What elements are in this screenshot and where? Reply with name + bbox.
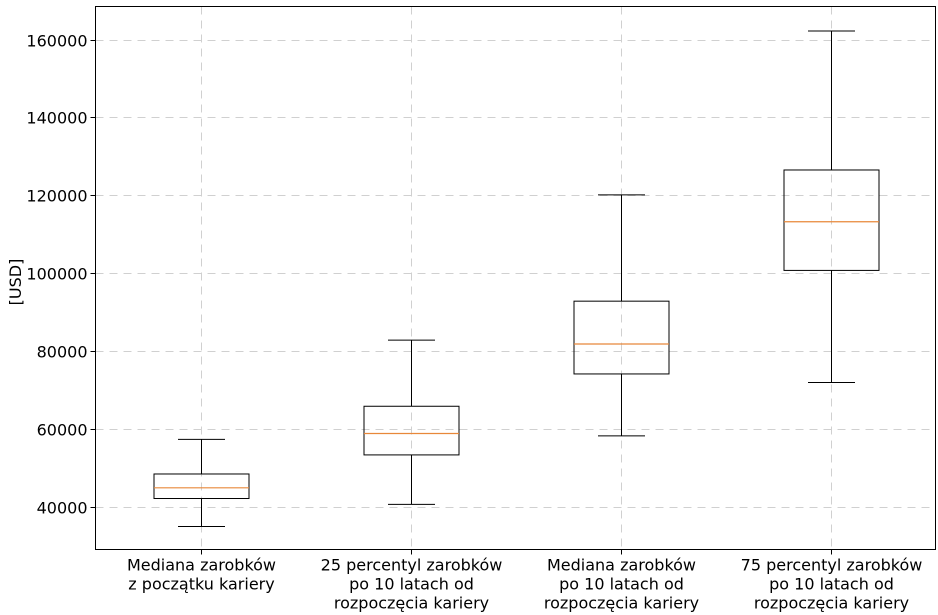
y-axis-ticks: 40000 60000 80000 100000 120000 140000 160000 [26, 32, 96, 518]
y-tick-label: 100000 [26, 265, 87, 284]
x-tick-label-line: Mediana zarobków [127, 556, 276, 575]
x-tick-label-line: rozpoczęcia kariery [334, 594, 489, 613]
iqr-box [783, 169, 880, 271]
x-tick-label-line: po 10 latach od [769, 575, 894, 594]
iqr-box [153, 473, 250, 500]
x-tick-label: Mediana zarobków z początku kariery [127, 556, 276, 594]
box-1 [153, 438, 250, 528]
iqr-box [363, 405, 460, 456]
y-tick-label: 80000 [37, 343, 88, 362]
x-tick-label-line: po 10 latach od [559, 575, 684, 594]
iqr-box [573, 300, 670, 375]
x-tick-label-line: rozpoczęcia kariery [544, 594, 699, 613]
y-tick-label: 60000 [37, 421, 88, 440]
box-3 [573, 194, 670, 437]
y-tick-label: 40000 [37, 499, 88, 518]
box-4 [783, 30, 880, 384]
plot-frame [95, 6, 936, 550]
x-tick-label: 25 percentyl zarobków po 10 latach od rozp… [321, 556, 503, 613]
x-tick-label-line: 25 percentyl zarobków [321, 556, 503, 575]
y-tick-label: 160000 [26, 32, 87, 51]
x-tick-label-line: po 10 latach od [349, 575, 474, 594]
x-tick-label-line: Mediana zarobków [547, 556, 696, 575]
y-tick-label: 140000 [26, 109, 87, 128]
box-2 [363, 339, 460, 505]
grid-lines [95, 6, 936, 550]
y-axis-label: [USD] [6, 259, 25, 306]
x-tick-label-line: rozpoczęcia kariery [754, 594, 909, 613]
x-tick-label-line: z początku kariery [128, 575, 274, 594]
x-tick-label: Mediana zarobków po 10 latach od rozpoczęc… [544, 556, 699, 613]
x-tick-label: 75 percentyl zarobków po 10 latach od rozp… [741, 556, 923, 613]
y-tick-label: 120000 [26, 187, 87, 206]
x-tick-label-line: 75 percentyl zarobków [741, 556, 923, 575]
boxes [153, 30, 880, 528]
